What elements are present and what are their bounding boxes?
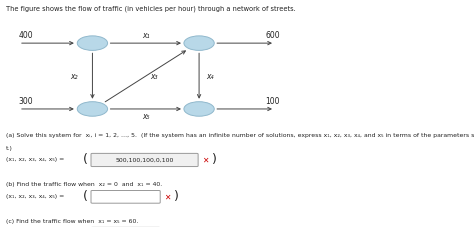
Text: ✕: ✕ (202, 155, 209, 165)
Text: x₃: x₃ (150, 72, 158, 81)
Text: 500,100,100,0,100: 500,100,100,0,100 (115, 158, 174, 163)
Text: (a) Solve this system for  xᵢ, i = 1, 2, …, 5.  (If the system has an infinite n: (a) Solve this system for xᵢ, i = 1, 2, … (6, 133, 474, 138)
Text: x₅: x₅ (142, 112, 150, 121)
Text: ): ) (174, 190, 179, 203)
FancyBboxPatch shape (91, 190, 160, 203)
Text: 100: 100 (265, 96, 280, 106)
Text: 400: 400 (19, 31, 33, 40)
Text: (: ( (83, 190, 88, 203)
Text: 600: 600 (265, 31, 280, 40)
Text: (: ( (83, 153, 88, 166)
Text: x₁: x₁ (142, 31, 150, 40)
Text: (x₁, x₂, x₃, x₄, x₅) =: (x₁, x₂, x₃, x₄, x₅) = (6, 194, 66, 199)
Text: The figure shows the flow of traffic (in vehicles per hour) through a network of: The figure shows the flow of traffic (in… (6, 6, 295, 12)
Text: 300: 300 (19, 96, 33, 106)
Text: ): ) (212, 153, 217, 166)
Text: x₄: x₄ (206, 72, 214, 81)
Circle shape (184, 36, 214, 50)
Text: ✕: ✕ (164, 192, 171, 201)
Text: t.): t.) (6, 146, 13, 151)
Circle shape (77, 36, 108, 50)
FancyBboxPatch shape (91, 153, 198, 167)
Text: (b) Find the traffic flow when  x₂ = 0  and  x₁ = 40.: (b) Find the traffic flow when x₂ = 0 an… (6, 182, 162, 187)
Circle shape (77, 102, 108, 116)
Circle shape (184, 102, 214, 116)
Text: x₂: x₂ (70, 72, 77, 81)
Text: (c) Find the traffic flow when  x₁ = x₅ = 60.: (c) Find the traffic flow when x₁ = x₅ =… (6, 219, 138, 224)
Text: (x₁, x₂, x₃, x₄, x₅) =: (x₁, x₂, x₃, x₄, x₅) = (6, 158, 66, 163)
